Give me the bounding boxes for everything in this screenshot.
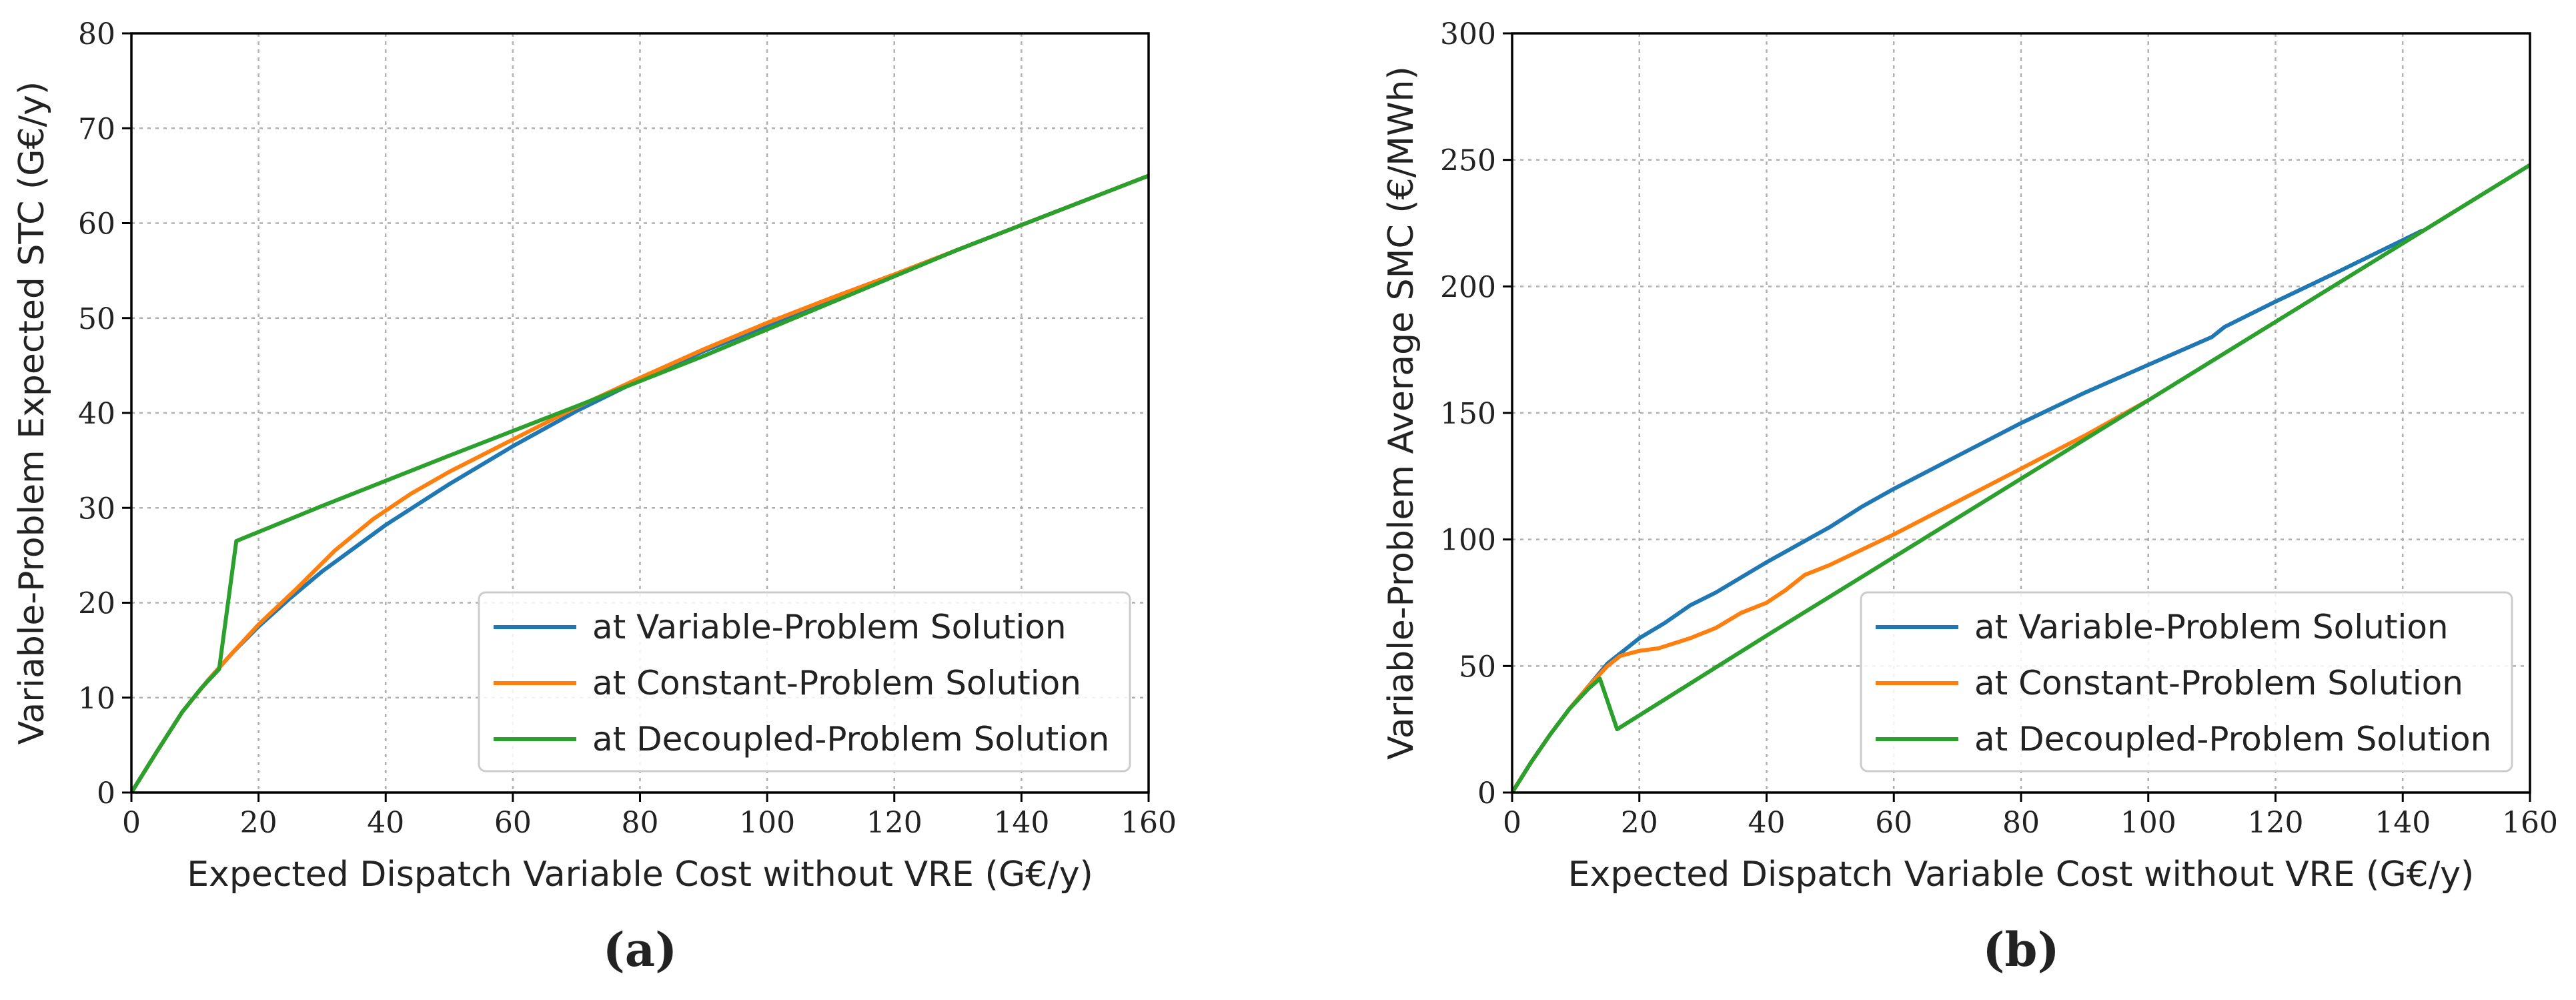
y-tick-label: 50 <box>78 302 115 336</box>
y-tick-label: 40 <box>78 397 115 431</box>
x-axis-label: Expected Dispatch Variable Cost without … <box>1568 855 2475 895</box>
x-tick-label: 100 <box>2120 806 2176 840</box>
x-tick-label: 100 <box>739 806 795 840</box>
x-tick-label: 140 <box>2375 806 2431 840</box>
y-tick-label: 150 <box>1440 397 1496 431</box>
x-tick-label: 60 <box>1875 806 1912 840</box>
x-tick-label: 40 <box>367 806 404 840</box>
legend-label-3: at Decoupled-Problem Solution <box>592 720 1109 759</box>
series-line-3 <box>1512 163 2530 793</box>
y-tick-label: 60 <box>78 207 115 241</box>
x-tick-label: 80 <box>622 806 659 840</box>
legend: at Variable-Problem Solution at Constant-… <box>478 591 1131 773</box>
y-tick-label: 10 <box>78 682 115 716</box>
x-tick-label: 40 <box>1748 806 1786 840</box>
x-tick-label: 120 <box>866 806 922 840</box>
legend-label-3: at Decoupled-Problem Solution <box>1974 720 2491 759</box>
legend: at Variable-Problem Solution at Constant-… <box>1860 591 2513 773</box>
chart-panel-a: 0 20 40 60 80 100 120 140 160 0 10 20 30 40 50 60 70 80 Ex… <box>12 17 1177 977</box>
x-tick-label: 120 <box>2248 806 2304 840</box>
x-tick-label: 0 <box>1503 806 1521 840</box>
legend-label-2: at Constant-Problem Solution <box>1974 664 2463 702</box>
x-tick-label: 160 <box>1121 806 1177 840</box>
legend-label-1: at Variable-Problem Solution <box>592 608 1067 646</box>
panel-label: (a) <box>603 922 678 977</box>
legend-label-2: at Constant-Problem Solution <box>592 664 1081 702</box>
legend-box <box>1860 591 2513 773</box>
x-tick-label: 60 <box>494 806 532 840</box>
x-tick-label: 0 <box>122 806 141 840</box>
x-tick-label: 20 <box>1621 806 1658 840</box>
y-tick-label: 50 <box>1459 650 1496 684</box>
y-tick-label: 0 <box>97 777 115 811</box>
y-tick-label: 100 <box>1440 524 1496 558</box>
y-tick-label: 0 <box>1477 777 1496 811</box>
x-tick-label: 80 <box>2002 806 2040 840</box>
y-tick-label: 200 <box>1440 270 1496 304</box>
legend-label-1: at Variable-Problem Solution <box>1974 608 2449 646</box>
x-tick-label: 160 <box>2502 806 2558 840</box>
panel-label: (b) <box>1982 922 2059 977</box>
legend-box <box>478 591 1131 773</box>
series-line-3 <box>131 173 1149 793</box>
y-tick-label: 70 <box>78 112 115 146</box>
x-tick-label: 140 <box>993 806 1049 840</box>
x-axis-label: Expected Dispatch Variable Cost without … <box>187 855 1093 895</box>
y-tick-label: 250 <box>1440 144 1496 178</box>
y-axis-label: Variable-Problem Expected STC (G€/y) <box>12 81 52 744</box>
chart-panel-b: 0 20 40 60 80 100 120 140 160 0 50 100 150 200 250 300 E… <box>1381 17 2558 977</box>
y-axis-label: Variable-Problem Average SMC (€/MWh) <box>1381 66 1421 760</box>
y-tick-label: 80 <box>78 17 115 51</box>
y-tick-label: 20 <box>78 587 115 621</box>
y-tick-label: 300 <box>1440 17 1496 51</box>
x-tick-label: 20 <box>240 806 277 840</box>
y-tick-label: 30 <box>78 492 115 526</box>
